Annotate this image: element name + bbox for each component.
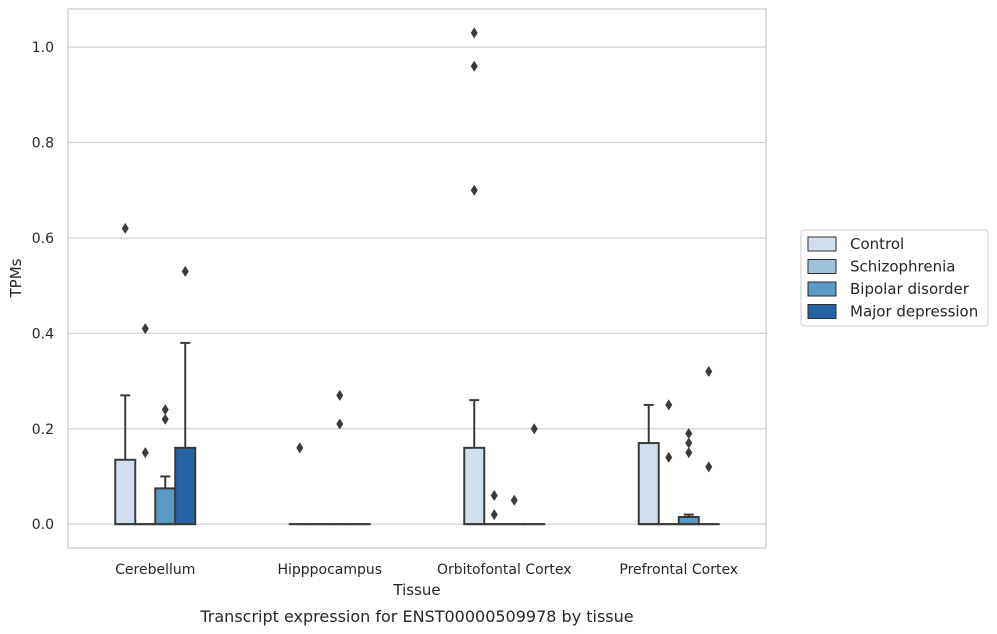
box-group	[677, 428, 700, 526]
outlier-point	[141, 447, 149, 459]
box-group	[114, 222, 137, 526]
y-axis-ticks: 0.0 0.2 0.4 0.6 0.8 1.0	[32, 40, 54, 533]
legend: Control Schizophrenia Bipolar disorder Majo…	[800, 229, 989, 327]
box-group	[154, 404, 177, 526]
x-tick-label: Orbitofontal Cortex	[437, 562, 572, 578]
legend-swatch	[807, 281, 837, 297]
box-group	[328, 389, 351, 526]
outlier-point	[296, 442, 304, 454]
box-group	[288, 442, 311, 526]
x-axis-ticks: Cerebellum Hipppocampus Orbitofontal Corte…	[115, 562, 738, 578]
box-group	[463, 27, 486, 526]
box	[114, 458, 137, 526]
box-group	[657, 399, 680, 526]
y-tick-label: 0.0	[32, 517, 54, 533]
outlier-point	[685, 428, 693, 440]
outlier-point	[470, 60, 478, 72]
box-group	[523, 423, 546, 526]
x-axis-title: Tissue	[392, 581, 440, 599]
outlier-point	[161, 413, 169, 425]
box	[174, 446, 197, 526]
y-axis-title: TPMs	[7, 258, 25, 298]
box-plot-series	[114, 27, 720, 526]
legend-label: Major depression	[850, 303, 978, 321]
x-tick-label: Cerebellum	[115, 562, 195, 578]
box-group	[483, 490, 506, 526]
legend-label: Schizophrenia	[850, 258, 955, 276]
outlier-point	[336, 418, 344, 430]
outlier-point	[705, 366, 713, 378]
outlier-point	[161, 404, 169, 416]
box-group	[174, 265, 197, 526]
legend-label: Control	[850, 235, 904, 253]
chart-caption: Transcript expression for ENST0000050997…	[199, 607, 633, 626]
outlier-point	[181, 265, 189, 277]
legend-label: Bipolar disorder	[850, 280, 970, 298]
x-tick-label: Prefrontal Cortex	[619, 562, 738, 578]
outlier-point	[490, 509, 498, 521]
outlier-point	[685, 447, 693, 459]
legend-frame	[800, 229, 989, 327]
outlier-point	[121, 222, 129, 234]
grid-lines	[68, 46, 766, 525]
outlier-point	[336, 389, 344, 401]
box	[637, 442, 660, 526]
box-group	[134, 323, 157, 526]
box	[463, 446, 486, 526]
outlier-point	[705, 461, 713, 473]
outlier-point	[665, 399, 673, 411]
outlier-point	[470, 27, 478, 39]
outlier-point	[490, 490, 498, 502]
y-tick-label: 1.0	[32, 40, 54, 56]
outlier-point	[685, 437, 693, 449]
box	[677, 515, 700, 526]
x-tick-label: Hipppocampus	[277, 562, 382, 578]
outlier-point	[530, 423, 538, 435]
legend-swatch	[807, 259, 837, 274]
y-tick-label: 0.2	[32, 422, 54, 438]
box	[154, 487, 177, 526]
box-group	[697, 366, 720, 526]
outlier-point	[141, 323, 149, 335]
legend-swatch	[807, 304, 837, 319]
plot-frame	[67, 8, 767, 549]
y-tick-label: 0.4	[32, 326, 54, 342]
outlier-point	[470, 184, 478, 196]
box-group	[503, 494, 526, 526]
legend-swatch	[807, 236, 837, 252]
y-tick-label: 0.8	[32, 136, 54, 152]
box-group	[637, 403, 660, 526]
outlier-point	[510, 494, 518, 506]
y-tick-label: 0.6	[32, 231, 54, 247]
outlier-point	[665, 451, 673, 463]
